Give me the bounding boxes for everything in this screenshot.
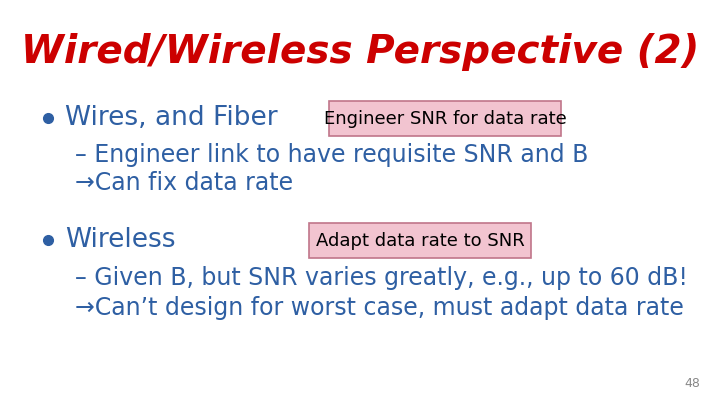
Text: →Can’t design for worst case, must adapt data rate: →Can’t design for worst case, must adapt… bbox=[75, 296, 684, 320]
Text: Engineer SNR for data rate: Engineer SNR for data rate bbox=[323, 109, 567, 128]
Text: Adapt data rate to SNR: Adapt data rate to SNR bbox=[315, 232, 524, 249]
Text: – Given B, but SNR varies greatly, e.g., up to 60 dB!: – Given B, but SNR varies greatly, e.g.,… bbox=[75, 266, 688, 290]
Text: – Engineer link to have requisite SNR and B: – Engineer link to have requisite SNR an… bbox=[75, 143, 588, 167]
Text: 48: 48 bbox=[684, 377, 700, 390]
Text: Wires, and Fiber: Wires, and Fiber bbox=[65, 105, 278, 131]
FancyBboxPatch shape bbox=[329, 101, 561, 136]
Text: Wired/Wireless Perspective (2): Wired/Wireless Perspective (2) bbox=[21, 33, 699, 71]
FancyBboxPatch shape bbox=[309, 223, 531, 258]
Text: Wireless: Wireless bbox=[65, 227, 176, 253]
Text: →Can fix data rate: →Can fix data rate bbox=[75, 171, 293, 195]
